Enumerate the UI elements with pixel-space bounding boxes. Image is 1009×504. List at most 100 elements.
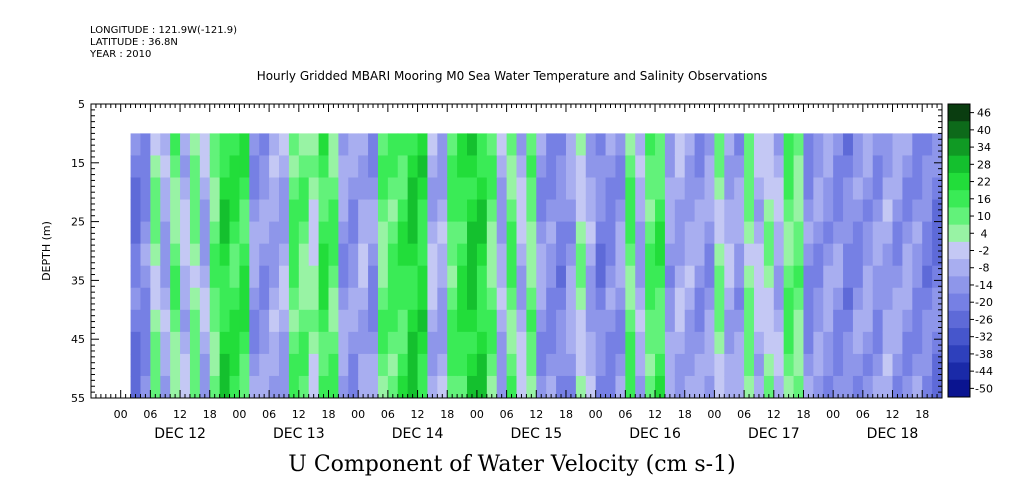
heat-cell [763, 221, 775, 245]
heat-cell [753, 375, 765, 398]
heat-cell [259, 309, 270, 333]
heat-cell [852, 133, 864, 156]
heat-cell [377, 221, 389, 245]
heat-cell [516, 177, 527, 201]
heat-cell [209, 221, 221, 245]
heat-cell [882, 265, 894, 289]
heat-cell [546, 221, 557, 245]
heat-cell [575, 309, 587, 333]
heat-cell [219, 243, 231, 267]
heat-cell [358, 309, 369, 333]
heat-cell [546, 133, 557, 156]
heat-cell [655, 133, 666, 156]
heat-cell [882, 155, 894, 178]
heat-cell [833, 155, 844, 178]
heat-cell [714, 133, 725, 156]
heat-cell [209, 199, 221, 223]
heat-cell [516, 287, 527, 311]
heat-cell [605, 221, 616, 245]
heat-cell [486, 265, 498, 289]
heat-cell [288, 353, 300, 377]
heat-cell [387, 331, 399, 355]
heat-cell [318, 331, 329, 355]
heat-cell [447, 287, 458, 311]
heat-cell [585, 199, 597, 223]
heat-cell [882, 375, 894, 398]
heat-cell [130, 265, 141, 289]
heat-cell [803, 265, 814, 289]
heat-cell [387, 309, 399, 333]
heat-cell [694, 309, 706, 333]
heat-cell [318, 353, 329, 377]
heat-cell [833, 177, 844, 201]
heat-cell [803, 287, 814, 311]
heat-cell [457, 309, 468, 333]
heat-cell [407, 375, 419, 398]
heat-cell [160, 221, 171, 245]
heat-cell [279, 199, 290, 223]
heat-cell [368, 199, 379, 223]
heat-cell [348, 375, 359, 398]
heat-cell [249, 353, 260, 377]
heat-cell [189, 375, 201, 398]
heat-cell [724, 309, 735, 333]
heat-cell [932, 155, 942, 178]
heat-cell [288, 243, 300, 267]
x-tick-label: 06 [143, 408, 157, 421]
heat-cell [397, 331, 409, 355]
heat-cell [239, 133, 250, 156]
heat-cell [902, 133, 913, 156]
heat-cell [130, 133, 141, 156]
heat-cell [348, 133, 359, 156]
heat-cell [457, 155, 468, 178]
heat-cell [170, 177, 181, 201]
heat-cell [872, 265, 884, 289]
heat-cell [664, 309, 676, 333]
heat-cell [377, 353, 389, 377]
heat-cell [318, 265, 329, 289]
heat-cell [209, 287, 221, 311]
heat-cell [229, 375, 240, 398]
heat-cell [565, 199, 577, 223]
heat-cell [585, 375, 597, 398]
heat-cell [279, 221, 290, 245]
heat-cell [575, 331, 587, 355]
colorbar-swatch [948, 155, 970, 174]
heat-cell [457, 243, 468, 267]
heat-cell [852, 199, 864, 223]
x-tick-label: 12 [292, 408, 306, 421]
heat-cell [476, 331, 488, 355]
heat-cell [744, 155, 755, 178]
heat-cell [862, 199, 874, 223]
heat-cell [219, 221, 231, 245]
heat-cell [556, 287, 567, 311]
colorbar-label: 22 [977, 176, 991, 189]
heat-cell [823, 199, 834, 223]
heat-cell [447, 177, 458, 201]
heat-cell [249, 265, 260, 289]
heat-cell [476, 287, 488, 311]
heat-cell [526, 177, 537, 201]
heat-cell [516, 133, 527, 156]
heat-cell [704, 133, 715, 156]
heat-cell [239, 287, 250, 311]
heat-cell [387, 133, 399, 156]
heat-cell [892, 375, 903, 398]
colorbar-swatch [948, 172, 970, 191]
heat-cell [189, 155, 201, 178]
heat-cell [506, 331, 517, 355]
heat-cell [417, 243, 428, 267]
heat-cell [892, 287, 903, 311]
heat-cell [734, 155, 745, 178]
heat-cell [209, 155, 221, 178]
heat-cell [793, 155, 804, 178]
heat-cell [694, 287, 706, 311]
heat-cell [239, 375, 250, 398]
heat-cell [813, 243, 824, 267]
heat-cell [813, 309, 824, 333]
heat-cell [843, 287, 854, 311]
heat-cell [150, 331, 161, 355]
heat-cell [625, 375, 636, 398]
heat-cell [704, 375, 715, 398]
heat-cell [526, 265, 537, 289]
